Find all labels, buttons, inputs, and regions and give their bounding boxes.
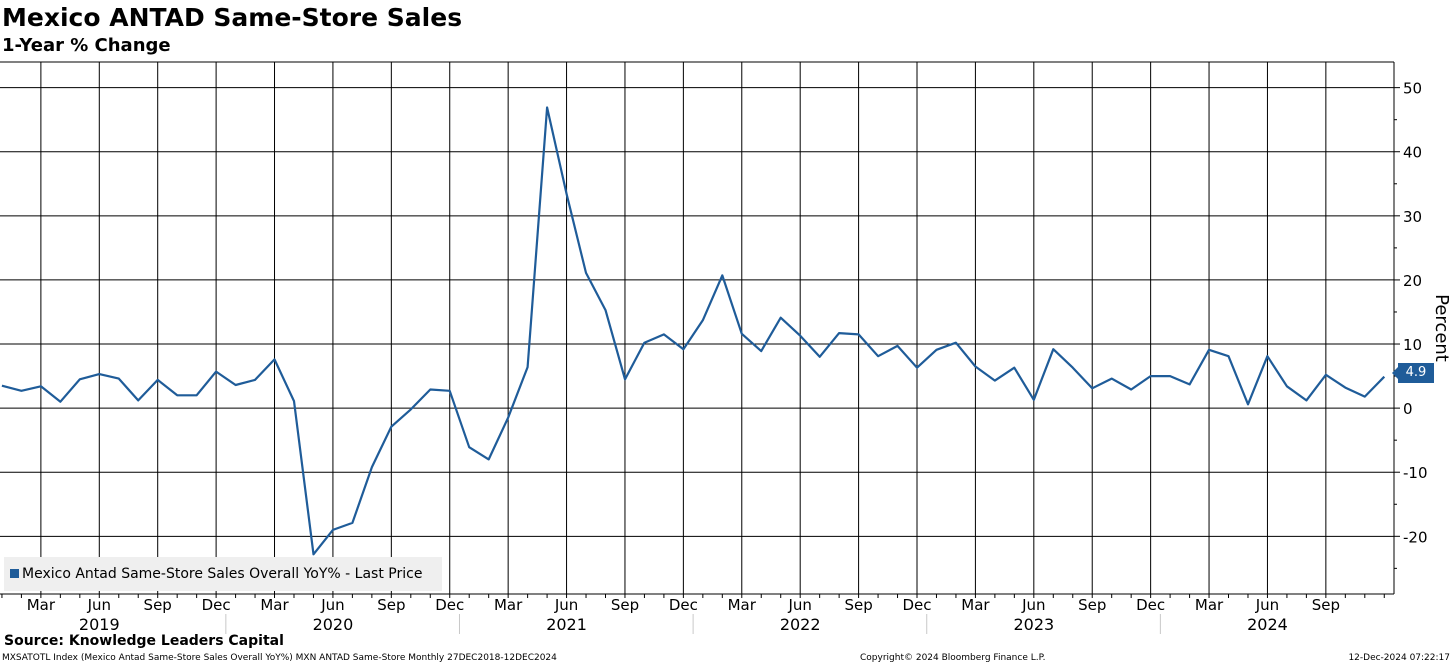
source-note: Source: Knowledge Leaders Capital [4,633,284,649]
x-tick-label: Sep [144,596,172,614]
year-label: 2022 [780,615,821,634]
year-label: 2024 [1247,615,1288,634]
x-tick-label: Dec [202,596,231,614]
x-tick-label: Sep [1312,596,1340,614]
legend-label: Mexico Antad Same-Store Sales Overall Yo… [22,566,423,582]
x-tick-label: Sep [611,596,639,614]
copyright-note: Copyright© 2024 Bloomberg Finance L.P. [860,653,1046,663]
legend-swatch [10,569,19,578]
x-tick-label: Mar [728,596,757,614]
timestamp: 12-Dec-2024 07:22:17 [1348,653,1450,663]
chart-legend: Mexico Antad Same-Store Sales Overall Yo… [4,557,442,591]
x-tick-label: Mar [27,596,56,614]
y-tick-label: 20 [1403,272,1422,290]
y-tick-label: -20 [1403,528,1428,546]
y-tick-label: 50 [1403,80,1422,98]
y-tick-label: 10 [1403,336,1422,354]
y-tick-label: 30 [1403,208,1422,226]
last-value-label: 4.9 [1392,363,1434,383]
x-tick-label: Dec [669,596,698,614]
x-tick-label: Sep [1078,596,1106,614]
x-tick-label: Mar [1195,596,1224,614]
x-tick-label: Jun [554,596,578,614]
x-tick-label: Jun [320,596,344,614]
y-axis-title: Percent [1431,294,1452,362]
series-line [1,106,1386,556]
x-tick-label: Jun [87,596,111,614]
x-tick-label: Mar [494,596,523,614]
x-tick-label: Dec [902,596,931,614]
x-tick-label: Jun [1021,596,1045,614]
y-tick-label: -10 [1403,464,1428,482]
year-label: 2019 [79,615,120,634]
y-tick-label: 0 [1403,400,1413,418]
x-tick-label: Sep [844,596,872,614]
x-tick-label: Mar [260,596,289,614]
ticker-info: MXSATOTL Index (Mexico Antad Same-Store … [2,653,557,663]
year-label: 2021 [546,615,587,634]
year-label: 2020 [313,615,354,634]
x-tick-label: Mar [961,596,990,614]
chart-title: Mexico ANTAD Same-Store Sales [2,3,463,32]
chart-subtitle: 1-Year % Change [2,35,171,56]
x-tick-label: Jun [787,596,811,614]
y-tick-label: 40 [1403,144,1422,162]
x-tick-label: Dec [1136,596,1165,614]
x-tick-label: Sep [377,596,405,614]
x-tick-label: Jun [1255,596,1279,614]
year-label: 2023 [1013,615,1054,634]
x-tick-label: Dec [435,596,464,614]
